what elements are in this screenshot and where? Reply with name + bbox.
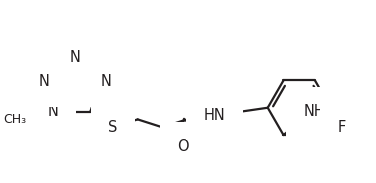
Text: N: N: [48, 104, 59, 119]
Text: N: N: [100, 74, 111, 89]
Text: NH₂: NH₂: [303, 104, 331, 119]
Text: S: S: [108, 120, 118, 135]
Text: HN: HN: [203, 108, 225, 123]
Text: CH₃: CH₃: [4, 113, 27, 126]
Text: O: O: [177, 139, 189, 154]
Text: N: N: [38, 74, 49, 89]
Text: N: N: [70, 50, 80, 65]
Text: F: F: [338, 120, 346, 135]
